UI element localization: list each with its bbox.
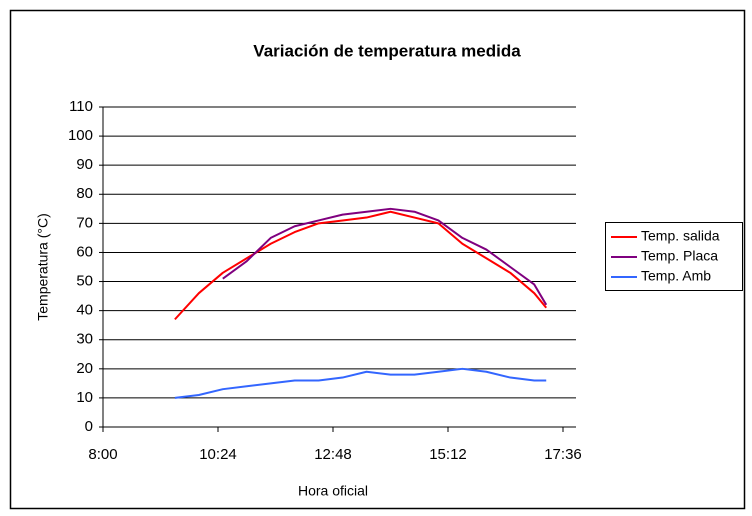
legend-label: Temp. salida: [641, 228, 720, 244]
y-tick-label: 20: [76, 360, 93, 377]
legend-label: Temp. Placa: [641, 248, 718, 264]
x-tick-label: 8:00: [88, 446, 117, 463]
y-tick-label: 30: [76, 331, 93, 348]
chart-title: Variación de temperatura medida: [253, 41, 521, 60]
y-tick-label: 0: [85, 418, 93, 435]
y-tick-label: 80: [76, 185, 93, 202]
x-tick-label: 15:12: [429, 446, 467, 463]
legend-label: Temp. Amb: [641, 268, 711, 284]
y-tick-label: 10: [76, 389, 93, 406]
x-tick-label: 10:24: [199, 446, 237, 463]
x-axis-label: Hora oficial: [298, 483, 368, 499]
y-tick-label: 110: [69, 98, 93, 115]
y-tick-label: 70: [76, 214, 93, 231]
y-tick-label: 100: [68, 127, 93, 144]
series-line: [222, 207, 548, 306]
y-tick-label: 40: [76, 302, 93, 319]
y-axis-label: Temperatura (°C): [35, 213, 51, 321]
x-tick-label: 12:48: [314, 446, 352, 463]
x-tick-label: 17:36: [544, 446, 582, 463]
y-tick-label: 90: [76, 156, 93, 173]
series-line: [174, 367, 547, 399]
series-line: [174, 210, 548, 321]
y-tick-label: 50: [76, 273, 93, 290]
y-tick-label: 60: [76, 243, 93, 260]
